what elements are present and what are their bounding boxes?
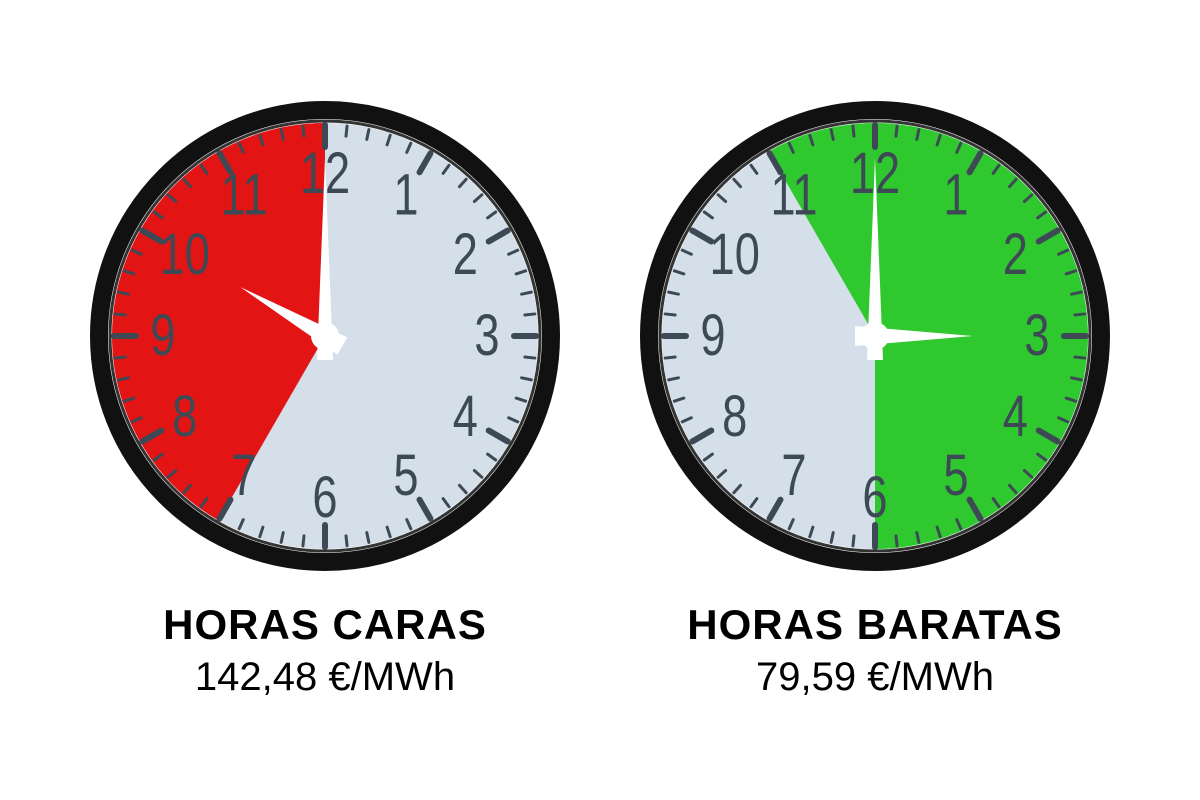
svg-text:4: 4	[1003, 384, 1028, 449]
svg-text:2: 2	[1003, 222, 1028, 287]
svg-text:1: 1	[943, 163, 968, 228]
svg-text:2: 2	[453, 222, 478, 287]
svg-text:3: 3	[474, 303, 499, 368]
svg-text:4: 4	[453, 384, 478, 449]
svg-text:7: 7	[231, 443, 256, 508]
cheap-price: 79,59 €/MWh	[756, 655, 994, 700]
svg-text:9: 9	[700, 303, 725, 368]
svg-text:6: 6	[862, 465, 887, 530]
expensive-clock-block: 123456789101112 HORAS CARAS 142,48 €/MWh	[90, 101, 560, 700]
svg-text:7: 7	[781, 443, 806, 508]
svg-text:5: 5	[393, 443, 418, 508]
svg-text:9: 9	[150, 303, 175, 368]
svg-text:11: 11	[771, 163, 818, 228]
svg-text:1: 1	[393, 163, 418, 228]
expensive-title: HORAS CARAS	[163, 601, 487, 649]
cheap-title: HORAS BARATAS	[687, 601, 1062, 649]
cheap-clock: 123456789101112	[640, 101, 1110, 571]
svg-text:3: 3	[1024, 303, 1049, 368]
expensive-clock: 123456789101112	[90, 101, 560, 571]
svg-text:11: 11	[221, 163, 268, 228]
svg-text:8: 8	[172, 384, 197, 449]
svg-text:6: 6	[312, 465, 337, 530]
cheap-clock-block: 123456789101112 HORAS BARATAS 79,59 €/MW…	[640, 101, 1110, 700]
svg-text:5: 5	[943, 443, 968, 508]
svg-text:8: 8	[722, 384, 747, 449]
svg-text:10: 10	[710, 222, 760, 287]
expensive-price: 142,48 €/MWh	[195, 655, 455, 700]
svg-text:10: 10	[160, 222, 210, 287]
